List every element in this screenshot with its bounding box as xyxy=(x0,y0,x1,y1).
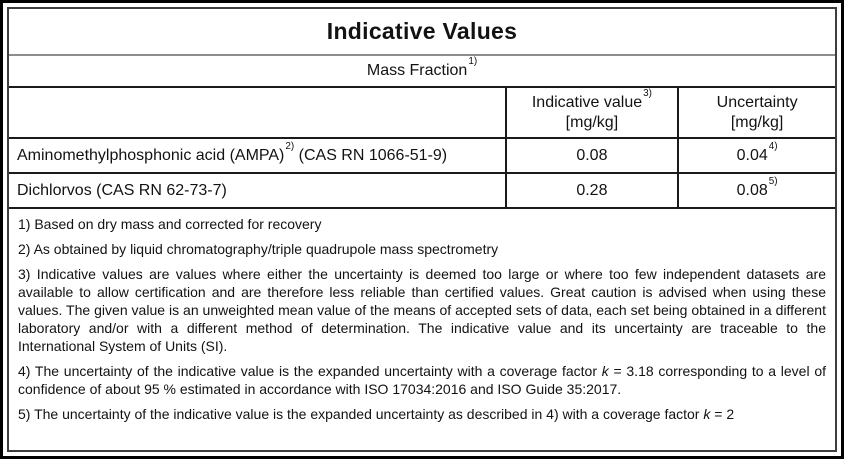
indicative-value-column-header: Indicative value3) [mg/kg] xyxy=(504,87,678,137)
column-header-row: Indicative value3) [mg/kg] Uncertainty [… xyxy=(9,88,835,139)
footnote-2: 2) As obtained by liquid chromatography/… xyxy=(18,241,499,257)
footnote-ref-3: 3) xyxy=(643,87,652,99)
table-row-ampa: Aminomethylphosphonic acid (AMPA)2) (CAS… xyxy=(9,139,835,174)
substance-cell: Dichlorvos (CAS RN 62-73-7) xyxy=(17,181,227,199)
indicative-value-cell: 0.08 xyxy=(504,139,678,172)
table-row-dichlorvos: Dichlorvos (CAS RN 62-73-7) 0.28 0.085) xyxy=(9,174,835,209)
uncertainty-column-header: Uncertainty [mg/kg] xyxy=(677,88,835,137)
uncertainty-label: Uncertainty xyxy=(716,93,798,111)
indicative-values-table: Indicative Values Mass Fraction1) Indica… xyxy=(7,7,837,452)
uncertainty-unit: [mg/kg] xyxy=(730,113,784,131)
substance-column-header-empty xyxy=(9,88,505,137)
indicative-value-cell: 0.28 xyxy=(504,174,678,207)
table-title: Indicative Values xyxy=(326,18,518,44)
footnote-ref-1: 1) xyxy=(468,56,478,68)
mass-fraction-label: Mass Fraction1) xyxy=(366,56,478,79)
footnotes-section: 1) Based on dry mass and corrected for r… xyxy=(9,209,835,450)
footnote-ref-5: 5) xyxy=(768,175,778,187)
uncertainty-cell: 0.044) xyxy=(677,139,835,172)
footnote-3: 3) Indicative values are values where ei… xyxy=(18,266,826,354)
footnote-ref-2: 2) xyxy=(285,140,295,152)
indicative-value-unit: [mg/kg] xyxy=(565,113,619,131)
table-title-row: Indicative Values xyxy=(9,9,835,56)
footnote-1: 1) Based on dry mass and corrected for r… xyxy=(18,216,322,232)
footnote-4: 4) The uncertainty of the indicative val… xyxy=(18,363,826,397)
substance-cell: Aminomethylphosphonic acid (AMPA)2) (CAS… xyxy=(17,140,448,164)
mass-fraction-row: Mass Fraction1) xyxy=(9,56,835,88)
footnote-ref-4: 4) xyxy=(768,140,778,152)
footnote-5: 5) The uncertainty of the indicative val… xyxy=(18,406,735,422)
uncertainty-cell: 0.085) xyxy=(677,174,835,207)
